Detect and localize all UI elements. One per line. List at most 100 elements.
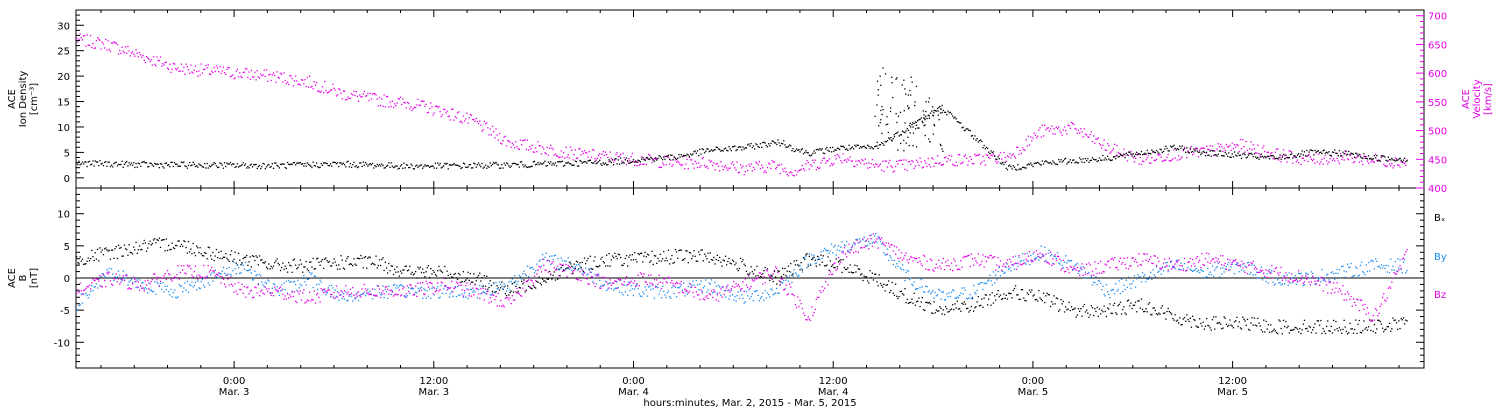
- density-point: [1281, 159, 1282, 160]
- density-point: [241, 164, 242, 165]
- by-point: [679, 286, 680, 287]
- velocity-point: [1059, 130, 1060, 131]
- velocity-point: [1055, 133, 1056, 134]
- by-point: [984, 282, 985, 283]
- bx-point: [374, 264, 375, 265]
- by-point: [172, 296, 173, 297]
- by-point: [153, 291, 154, 292]
- by-point: [1370, 261, 1371, 262]
- by-point: [386, 291, 387, 292]
- by-point: [1122, 291, 1123, 292]
- density-point: [747, 144, 748, 145]
- by-point: [647, 296, 648, 297]
- density-point: [385, 167, 386, 168]
- bx-point: [1212, 319, 1213, 320]
- velocity-point: [819, 167, 820, 168]
- by-point: [1113, 289, 1114, 290]
- bx-point: [467, 272, 468, 273]
- density-point: [943, 110, 944, 111]
- bx-point: [1010, 293, 1011, 294]
- by-point: [351, 296, 352, 297]
- by-point: [791, 282, 792, 283]
- velocity-point: [720, 161, 721, 162]
- density-point: [198, 163, 199, 164]
- density-spike-point: [882, 109, 883, 110]
- bx-point: [740, 258, 741, 259]
- bx-point: [631, 259, 632, 260]
- density-spike-point: [941, 148, 942, 149]
- density-point: [894, 136, 895, 137]
- density-point: [120, 164, 121, 165]
- bx-point: [487, 289, 488, 290]
- density-spike-point: [912, 122, 913, 123]
- velocity-point: [1062, 135, 1063, 136]
- bx-point: [734, 264, 735, 265]
- by-point: [929, 290, 930, 291]
- by-point: [1094, 282, 1095, 283]
- by-point: [1363, 272, 1364, 273]
- bx-point: [106, 249, 107, 250]
- by-point: [1060, 260, 1061, 261]
- bx-point: [501, 281, 502, 282]
- bx-point: [1100, 313, 1101, 314]
- bx-point: [875, 274, 876, 275]
- bx-point: [187, 252, 188, 253]
- velocity-point: [836, 158, 837, 159]
- by-point: [1347, 264, 1348, 265]
- density-point: [791, 150, 792, 151]
- bx-point: [1385, 329, 1386, 330]
- bx-point: [1155, 310, 1156, 311]
- velocity-point: [555, 154, 556, 155]
- bx-point: [317, 258, 318, 259]
- density-point: [1350, 153, 1351, 154]
- density-point: [649, 159, 650, 160]
- velocity-point: [852, 160, 853, 161]
- by-point: [759, 300, 760, 301]
- velocity-point: [209, 73, 210, 74]
- by-point: [1187, 267, 1188, 268]
- velocity-point: [264, 70, 265, 71]
- by-point: [633, 295, 634, 296]
- bx-point: [320, 265, 321, 266]
- bx-point: [311, 267, 312, 268]
- velocity-point: [755, 161, 756, 162]
- bx-point: [526, 290, 527, 291]
- by-point: [923, 291, 924, 292]
- bx-point: [113, 258, 114, 259]
- bx-point: [1376, 328, 1377, 329]
- density-spike-point: [911, 77, 912, 78]
- bx-point: [239, 260, 240, 261]
- density-point: [260, 168, 261, 169]
- by-point: [1205, 277, 1206, 278]
- velocity-point: [1352, 158, 1353, 159]
- bx-point: [785, 275, 786, 276]
- bx-point: [1020, 299, 1021, 300]
- bx-point: [288, 262, 289, 263]
- by-point: [1371, 260, 1372, 261]
- velocity-point: [676, 161, 677, 162]
- velocity-point: [737, 162, 738, 163]
- by-point: [808, 264, 809, 265]
- bx-point: [916, 301, 917, 302]
- velocity-point: [573, 154, 574, 155]
- density-point: [398, 168, 399, 169]
- velocity-point: [618, 156, 619, 157]
- by-point: [1382, 267, 1383, 268]
- density-point: [957, 121, 958, 122]
- by-point: [1217, 266, 1218, 267]
- velocity-point: [491, 134, 492, 135]
- density-point: [407, 164, 408, 165]
- density-point: [254, 164, 255, 165]
- velocity-point: [147, 57, 148, 58]
- bx-point: [243, 258, 244, 259]
- bx-point: [200, 247, 201, 248]
- density-point: [1179, 146, 1180, 147]
- by-point: [328, 287, 329, 288]
- bx-point: [1282, 333, 1283, 334]
- velocity-point: [350, 98, 351, 99]
- bx-point: [441, 271, 442, 272]
- velocity-point: [288, 84, 289, 85]
- by-point: [1099, 280, 1100, 281]
- density-point: [247, 166, 248, 167]
